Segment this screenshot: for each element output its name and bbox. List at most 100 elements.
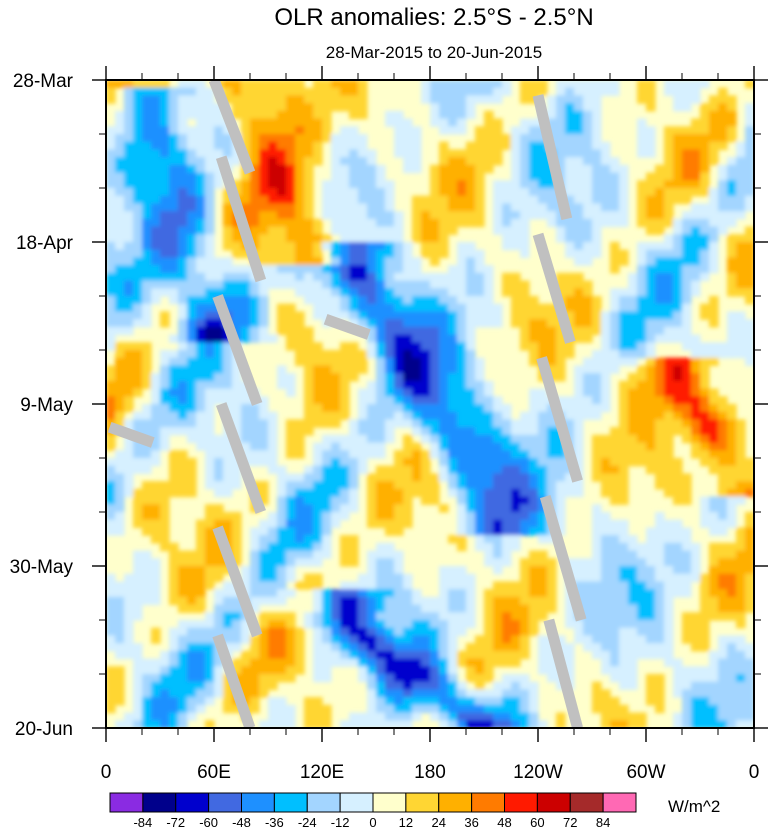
heatmap-cell xyxy=(439,712,449,721)
heatmap-cell xyxy=(655,195,665,205)
heatmap-cell xyxy=(331,203,341,212)
heatmap-cell xyxy=(655,388,665,397)
heatmap-cell xyxy=(745,80,754,89)
heatmap-cell xyxy=(547,604,557,613)
heatmap-cell xyxy=(655,357,665,367)
heatmap-cell xyxy=(538,450,548,459)
heatmap-cell xyxy=(358,620,368,629)
heatmap-cell xyxy=(169,720,179,728)
heatmap-cell xyxy=(295,110,305,120)
heatmap-cell xyxy=(448,627,458,637)
heatmap-cell xyxy=(367,658,377,667)
heatmap-cell xyxy=(376,172,386,181)
heatmap-cell xyxy=(331,512,341,521)
heatmap-cell xyxy=(538,311,548,320)
heatmap-cell xyxy=(250,450,260,459)
heatmap-cell xyxy=(619,434,629,444)
heatmap-cell xyxy=(745,157,754,166)
heatmap-cell xyxy=(493,218,503,228)
heatmap-cell xyxy=(331,80,341,89)
heatmap-cell xyxy=(268,172,278,181)
heatmap-cell xyxy=(691,280,701,289)
heatmap-cell xyxy=(745,188,754,197)
heatmap-cell xyxy=(268,627,278,637)
heatmap-cell xyxy=(187,481,197,490)
heatmap-cell xyxy=(385,566,395,575)
heatmap-cell xyxy=(115,249,125,259)
heatmap-cell xyxy=(385,697,395,706)
heatmap-cell xyxy=(286,334,296,343)
heatmap-cell xyxy=(682,272,692,282)
heatmap-cell xyxy=(529,319,539,328)
heatmap-cell xyxy=(241,249,251,259)
heatmap-cell xyxy=(565,164,575,174)
heatmap-cell xyxy=(169,542,179,552)
heatmap-cell xyxy=(178,357,188,367)
heatmap-cell xyxy=(106,280,116,289)
heatmap-cell xyxy=(232,666,242,675)
heatmap-cell xyxy=(295,581,305,590)
heatmap-cell xyxy=(385,265,395,274)
heatmap-cell xyxy=(115,280,125,289)
heatmap-cell xyxy=(511,419,521,428)
heatmap-cell xyxy=(232,226,242,235)
heatmap-cell xyxy=(664,658,674,667)
heatmap-cell xyxy=(340,450,350,459)
heatmap-cell xyxy=(259,234,269,243)
heatmap-cell xyxy=(583,311,593,320)
heatmap-cell xyxy=(205,473,215,482)
heatmap-cell xyxy=(133,581,143,590)
heatmap-cell xyxy=(727,350,737,359)
heatmap-cell xyxy=(241,581,251,590)
heatmap-cell xyxy=(745,357,754,367)
heatmap-cell xyxy=(412,280,422,289)
heatmap-cell xyxy=(259,535,269,544)
heatmap-cell xyxy=(601,87,611,97)
heatmap-cell xyxy=(583,80,593,89)
heatmap-cell xyxy=(178,118,188,127)
heatmap-cell xyxy=(673,134,683,143)
heatmap-cell xyxy=(664,180,674,189)
heatmap-cell xyxy=(673,80,683,89)
heatmap-cell xyxy=(439,303,449,313)
heatmap-cell xyxy=(538,473,548,482)
heatmap-cell xyxy=(286,249,296,259)
heatmap-cell xyxy=(358,720,368,728)
heatmap-cell xyxy=(727,326,737,336)
heatmap-cell xyxy=(709,496,719,505)
heatmap-cell xyxy=(556,226,566,235)
heatmap-cell xyxy=(484,496,494,505)
heatmap-cell xyxy=(178,203,188,212)
heatmap-cell xyxy=(610,249,620,259)
heatmap-cell xyxy=(466,411,476,421)
heatmap-cell xyxy=(196,581,206,590)
heatmap-cell xyxy=(448,380,458,390)
heatmap-cell xyxy=(484,550,494,559)
heatmap-cell xyxy=(313,589,323,598)
heatmap-cell xyxy=(205,419,215,428)
heatmap-cell xyxy=(286,234,296,243)
heatmap-cell xyxy=(646,326,656,336)
heatmap-cell xyxy=(484,635,494,644)
heatmap-cell xyxy=(475,434,485,444)
heatmap-cell xyxy=(637,257,647,266)
heatmap-cell xyxy=(133,643,143,652)
heatmap-cell xyxy=(133,249,143,259)
heatmap-cell xyxy=(718,211,728,220)
heatmap-cell xyxy=(115,272,125,282)
heatmap-cell xyxy=(457,650,467,660)
heatmap-cell xyxy=(205,620,215,629)
heatmap-cell xyxy=(502,681,512,691)
heatmap-cell xyxy=(430,674,440,683)
heatmap-cell xyxy=(376,288,386,297)
heatmap-cell xyxy=(178,558,188,567)
heatmap-cell xyxy=(394,288,404,297)
heatmap-cell xyxy=(565,234,575,243)
heatmap-cell xyxy=(655,211,665,220)
heatmap-cell xyxy=(430,218,440,228)
heatmap-cell xyxy=(637,149,647,158)
heatmap-cell xyxy=(745,149,754,158)
heatmap-cell xyxy=(331,450,341,459)
heatmap-cell xyxy=(637,550,647,559)
heatmap-cell xyxy=(160,697,170,706)
